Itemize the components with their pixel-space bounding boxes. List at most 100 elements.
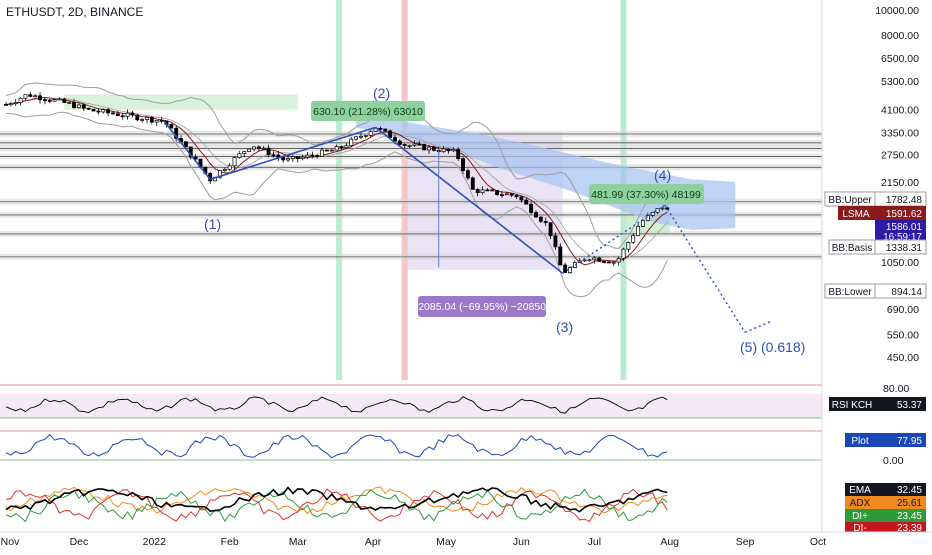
- bb-lower-tag: BB:Lower 894.14: [824, 283, 927, 299]
- candle: [28, 92, 33, 98]
- candle-up: [480, 189, 485, 194]
- plot-tag-value: 77.95: [897, 436, 922, 447]
- elliott-wave-path[interactable]: [163, 120, 773, 334]
- candle: [626, 241, 631, 253]
- candle: [91, 108, 96, 112]
- candle-down: [558, 246, 563, 266]
- candle: [320, 147, 324, 158]
- candle: [266, 144, 271, 158]
- candle-down: [548, 222, 553, 237]
- price-tick-label: 6500.00: [881, 53, 919, 65]
- candle-down: [456, 149, 461, 160]
- candle: [256, 145, 261, 151]
- price-tick-label: 1050.00: [881, 257, 919, 269]
- candle: [57, 97, 62, 101]
- rsi-kch-tag: RSI KCH 53.37: [829, 397, 926, 411]
- candle-down: [295, 156, 300, 159]
- di-plus-tag: DI+ 23.45: [845, 509, 926, 522]
- candle: [534, 210, 538, 218]
- candle-up: [587, 259, 592, 262]
- candle: [242, 151, 247, 158]
- candle: [106, 107, 111, 117]
- bb-basis-tag-name: BB:Basis: [832, 243, 873, 254]
- drop-measure-box[interactable]: −2085.04 (−69.95%) −208504: [412, 296, 552, 317]
- candle: [597, 256, 602, 262]
- candle-down: [519, 196, 524, 201]
- candle-up: [286, 158, 290, 161]
- candle-down: [534, 212, 538, 218]
- candle: [543, 217, 548, 227]
- candle-up: [412, 143, 417, 146]
- candle-down: [91, 108, 96, 112]
- candle: [13, 98, 18, 106]
- candle-up: [140, 119, 145, 121]
- wave-tail: [744, 320, 773, 334]
- candle-down: [397, 140, 402, 145]
- candle: [412, 140, 417, 147]
- candle-up: [8, 103, 13, 105]
- candle: [349, 136, 354, 148]
- candle-down: [159, 120, 164, 122]
- candle: [324, 149, 329, 152]
- candle: [470, 176, 475, 190]
- candle-up: [504, 193, 509, 196]
- candle: [358, 132, 363, 140]
- candle-down: [417, 143, 422, 146]
- last-price-value: 1586.01: [886, 222, 923, 233]
- time-tick-label: Oct: [810, 536, 826, 548]
- price-tick-label: 450.00: [887, 352, 919, 364]
- candle: [72, 98, 77, 109]
- candle-up: [363, 135, 368, 137]
- plot-axis-0: 0.00: [883, 455, 904, 467]
- candle-down: [402, 144, 407, 146]
- candle: [441, 146, 446, 153]
- candle: [125, 109, 130, 120]
- candle-up: [631, 235, 636, 243]
- candle: [247, 148, 252, 153]
- candle-down: [485, 189, 490, 192]
- candle: [611, 260, 616, 267]
- candle-up: [582, 259, 587, 262]
- price-axis[interactable]: [821, 0, 932, 550]
- candle-up: [247, 148, 252, 152]
- candle-up: [33, 95, 38, 98]
- candle-up: [23, 94, 28, 99]
- wave-label-1: (1): [204, 216, 221, 232]
- wave-segment: [562, 204, 666, 274]
- candle-up: [237, 153, 242, 158]
- lsma-line: [5, 96, 668, 266]
- candle-down: [665, 207, 670, 210]
- candle-up: [655, 208, 660, 213]
- candle: [407, 144, 412, 149]
- candle: [397, 138, 402, 146]
- candle: [572, 260, 577, 269]
- candle: [475, 187, 480, 197]
- bb-basis-tag: BB:Basis 1338.31: [828, 239, 927, 255]
- candle: [67, 100, 72, 104]
- candle: [465, 168, 470, 180]
- time-axis[interactable]: [0, 531, 932, 550]
- candle-up: [18, 97, 23, 103]
- candle-down: [281, 157, 286, 161]
- candle: [388, 129, 393, 138]
- candle-up: [227, 165, 232, 170]
- candle-down: [431, 146, 436, 151]
- wave-label-4: (4): [654, 167, 671, 183]
- candle: [76, 103, 81, 109]
- candle-up: [300, 156, 305, 159]
- rally-measure-text: 630.10 (21.28%) 63010: [313, 106, 423, 118]
- bounce-measure-box[interactable]: 481.99 (37.30%) 48199: [589, 184, 704, 204]
- candle-down: [529, 203, 534, 213]
- rsi-kch-tag-name: RSI KCH: [832, 400, 873, 411]
- bb-lower-line: [5, 111, 668, 298]
- price-tick-label: 4100.00: [881, 105, 919, 117]
- rally-measure-box[interactable]: 630.10 (21.28%) 63010: [311, 101, 425, 121]
- adx-tag-value: 25.61: [897, 498, 922, 509]
- candle-up: [145, 116, 149, 120]
- candle-up: [232, 157, 237, 167]
- candle-up: [261, 147, 266, 150]
- candle: [232, 156, 237, 170]
- candle-down: [446, 148, 451, 152]
